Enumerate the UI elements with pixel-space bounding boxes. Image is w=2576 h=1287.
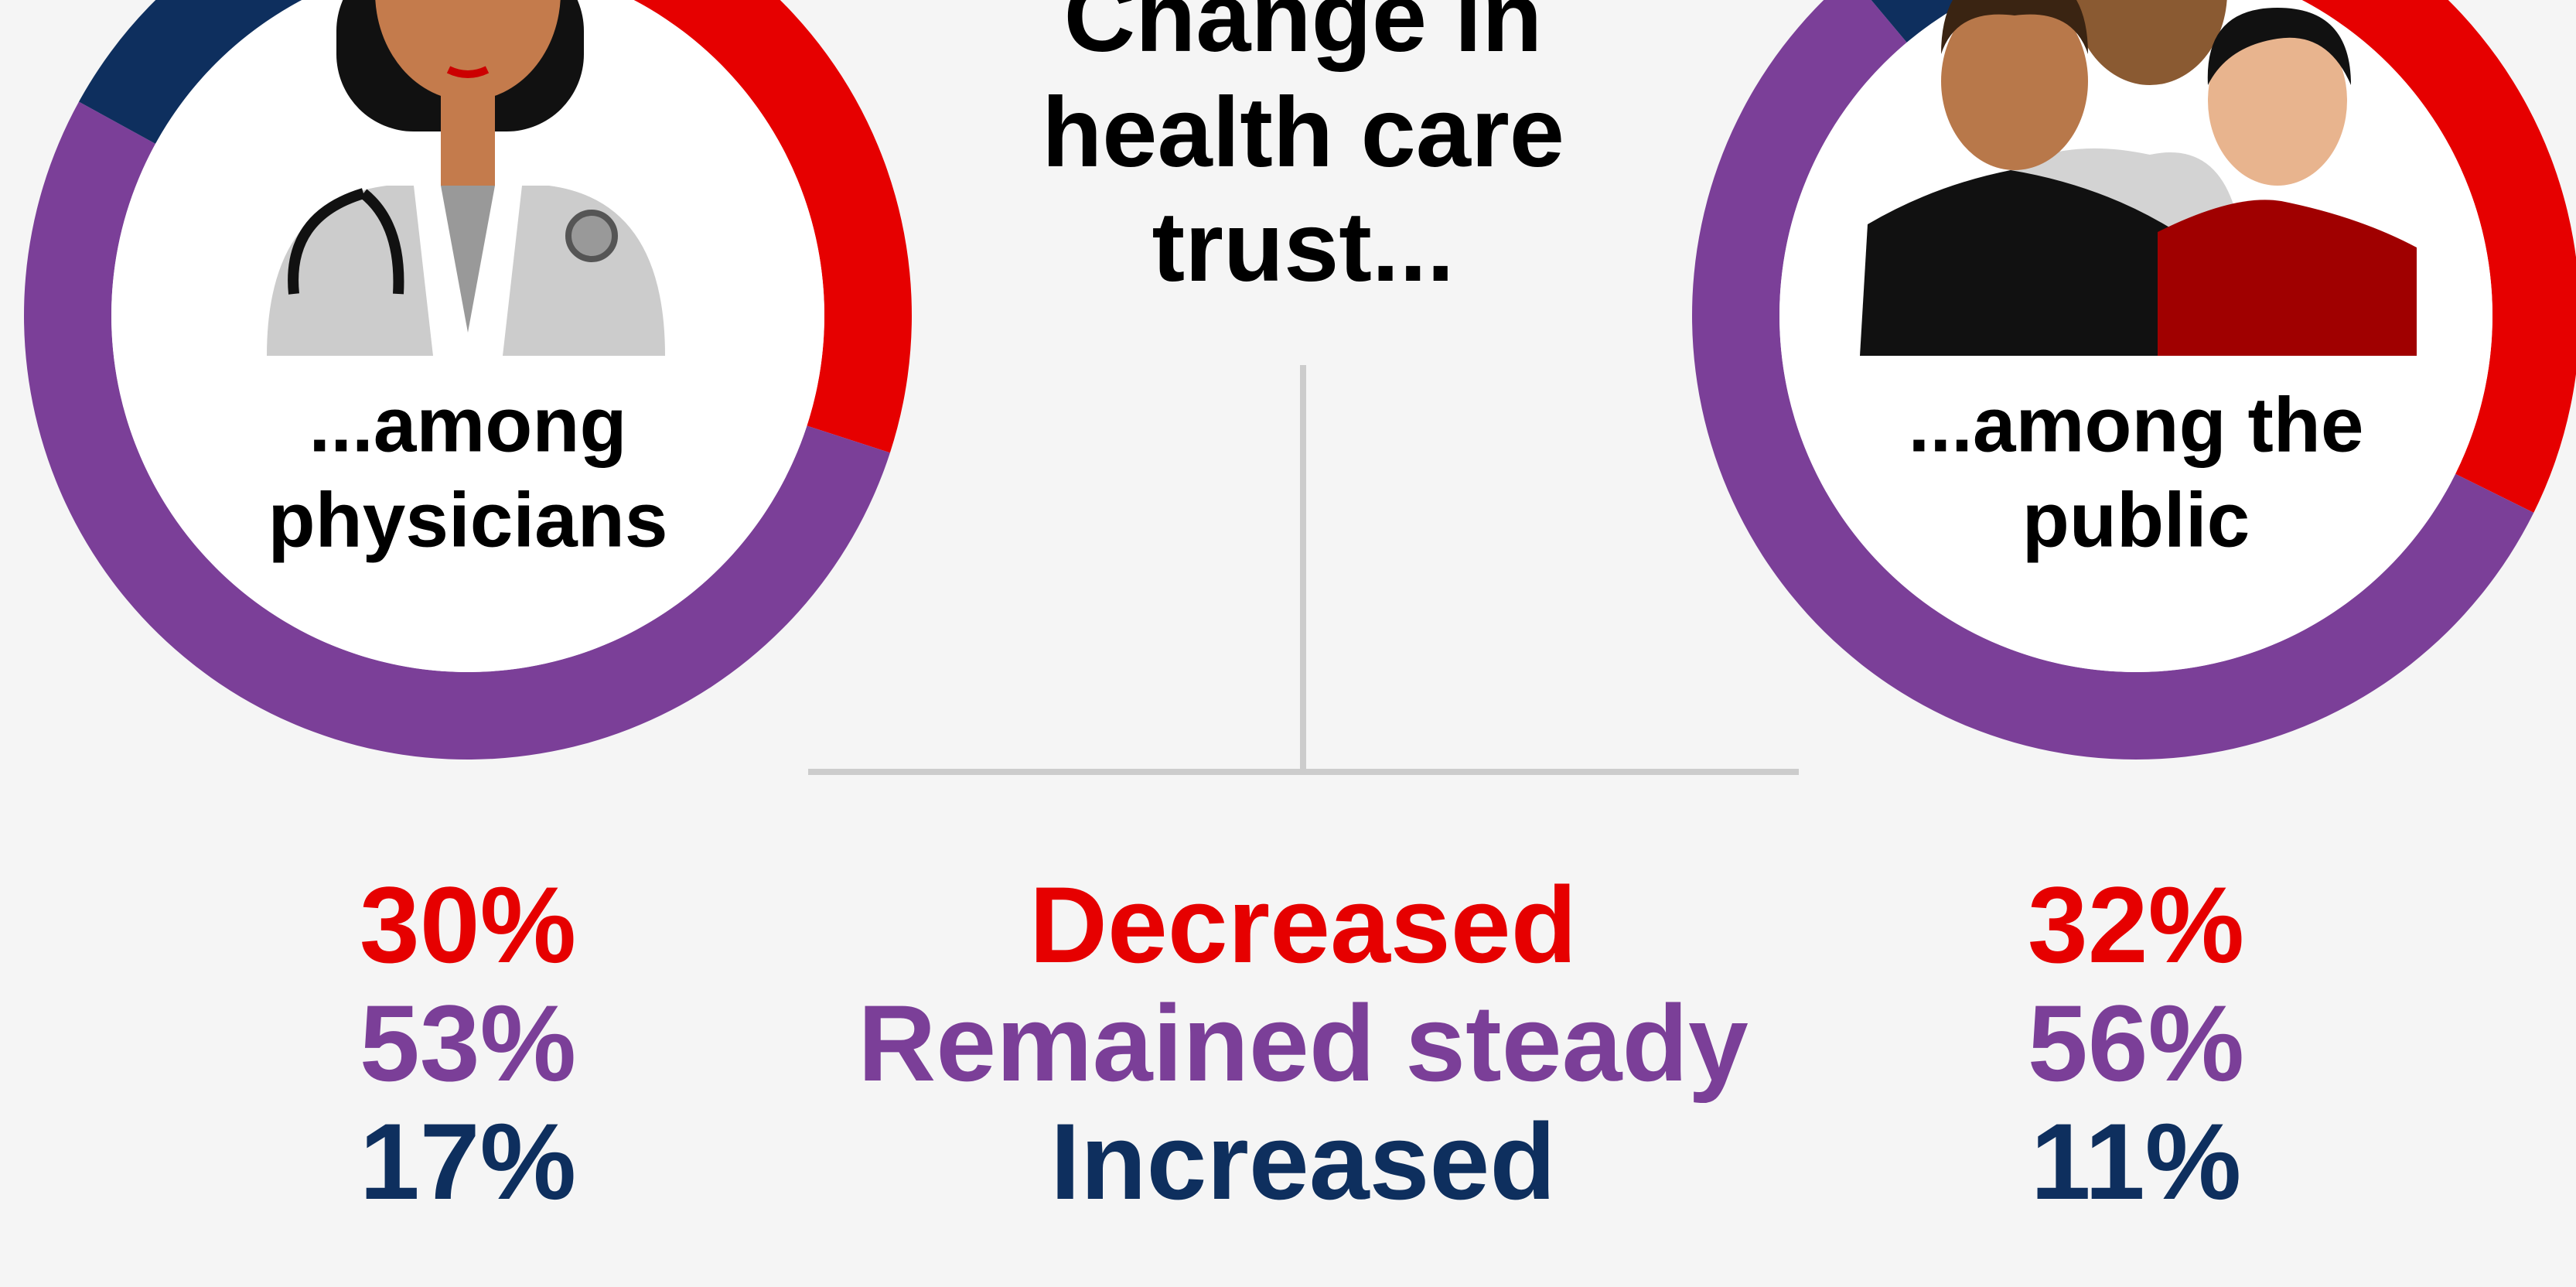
infographic: Change in health care trust... Decreased… <box>0 0 2576 1287</box>
value-label: 30% <box>360 864 576 985</box>
title-line: Change in <box>1064 0 1543 73</box>
legend-label: Decreased <box>1029 864 1577 985</box>
legend-label: Remained steady <box>858 982 1749 1104</box>
value-label: 56% <box>2028 982 2244 1104</box>
value-label: 11% <box>2031 1101 2241 1222</box>
chart-subtitle: ...among the <box>1909 381 2364 468</box>
title-line: health care <box>1042 77 1564 188</box>
title-line: trust... <box>1152 192 1454 302</box>
chart-subtitle: physicians <box>268 476 668 563</box>
value-label: 17% <box>360 1101 576 1222</box>
chart-subtitle: ...among <box>309 381 626 468</box>
value-label: 32% <box>2028 864 2244 985</box>
legend-label: Increased <box>1050 1101 1556 1222</box>
value-label: 53% <box>360 982 576 1104</box>
chart-subtitle: public <box>2022 476 2250 563</box>
